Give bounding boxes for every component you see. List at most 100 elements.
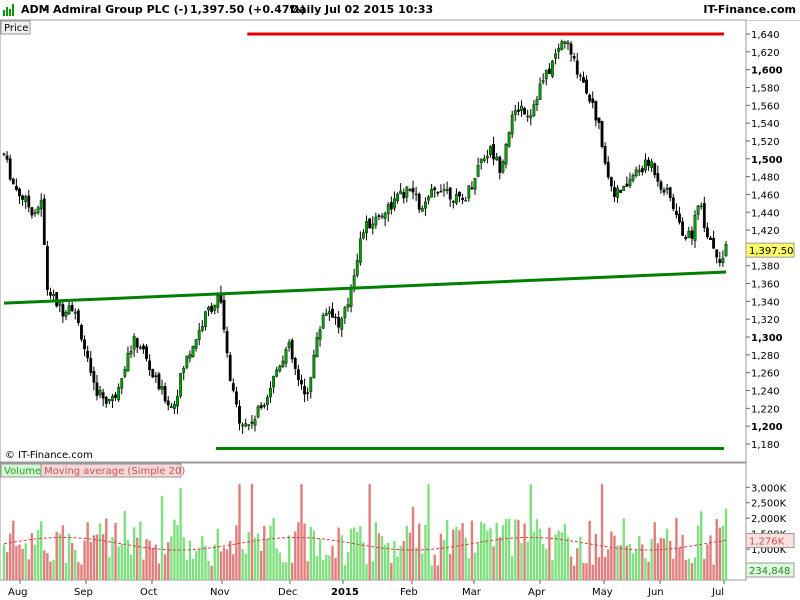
candle-body [241,424,245,427]
candle-body [24,196,28,203]
chart-logo-icon [3,4,14,16]
volume-bar [5,552,9,580]
volume-bar [352,527,356,580]
volume-bar [278,552,281,580]
volume-bar [250,484,254,580]
volume-bar [58,533,61,580]
period: Daily [290,3,322,16]
volume-bar [303,523,306,580]
volume-bar [259,550,263,580]
volume-bar [662,538,666,580]
candle-body [588,94,592,102]
candle-body [296,369,300,381]
legend-ma[interactable] [40,463,182,478]
volume-bar [675,518,678,580]
candle-body [420,208,424,212]
candle-body [365,221,368,234]
candle-body [374,216,378,226]
candle-body [662,189,666,193]
legend-ma-label: Moving average (Simple 20) [44,466,185,477]
candle-body [163,386,167,402]
price-tick-label: 1,480 [751,173,780,184]
volume-bar [309,526,312,580]
volume-bar [105,518,108,580]
volume-bar [703,558,706,580]
candle-body [269,387,272,398]
volume-bar [470,520,474,580]
candle-body [18,188,21,197]
candle-body [619,189,623,193]
candle-body [126,353,130,372]
volume-bar [349,528,353,580]
volume-bar [374,522,378,580]
volume-bar [582,563,585,580]
volume-bar [526,541,529,580]
volume-bar [718,527,722,580]
price-tick-label: 1,560 [751,101,780,112]
candle-body [83,339,86,350]
candle-body [117,387,121,401]
price-tick-label: 1,620 [751,48,780,59]
volume-bar [656,543,660,580]
candle-body [675,210,678,216]
candle-body [30,207,34,216]
volume-bar [399,545,402,580]
volume-bar [8,533,12,580]
volume-bar [176,525,179,580]
candle-body [265,397,269,405]
candle-body [566,42,570,45]
volume-bar [188,540,192,580]
candle-body [489,146,492,155]
volume-bar [21,548,24,580]
candle-body [104,397,108,404]
candle-body [650,161,654,169]
volume-bar [594,533,598,580]
title-bar: ADM - Admiral Group PLC (-) 1,397.50 (+0… [0,0,800,21]
price-tick-label: 1,260 [751,369,780,380]
candle-body [290,340,294,360]
candle-body [349,289,353,307]
candle-body [107,399,111,402]
candle-body [278,365,282,372]
volume-bar [712,564,715,580]
candle-body [303,386,306,395]
candle-body [148,360,152,371]
candle-body [591,98,595,104]
price-tick-label: 1,220 [751,404,780,415]
volume-bar [724,508,728,580]
candle-body [210,305,214,312]
candle-body [408,189,412,191]
volume-bar [455,526,458,580]
volume-bar [216,529,220,580]
candle-body [151,369,155,378]
price-tab[interactable] [0,20,31,35]
candle-body [89,358,93,373]
line-trend[interactable] [3,270,727,305]
volume-bar [117,546,120,580]
volume-bar [365,564,368,580]
volume-bar [185,560,189,580]
volume-bar [89,541,92,580]
candle-body [631,175,635,181]
volume-bar [371,561,374,580]
volume-bar [18,544,21,580]
candle-body [430,189,434,198]
candle-body [27,195,31,208]
candle-body [622,186,626,191]
volume-bar [232,554,235,580]
candle-body [355,260,359,276]
candle-body [120,378,124,389]
candle-body [194,339,198,349]
candle-body [188,354,192,359]
volume-bar [486,530,489,580]
volume-tick-label: 2,500K [751,499,787,510]
price-tick-label: 1,200 [751,422,783,433]
candle-body [343,307,347,319]
candle-body [228,354,232,381]
candle-body [76,310,80,324]
candle-body [640,168,644,173]
candle-body [582,77,585,83]
candle-body [594,100,598,121]
price-tick-label: 1,360 [751,280,780,291]
